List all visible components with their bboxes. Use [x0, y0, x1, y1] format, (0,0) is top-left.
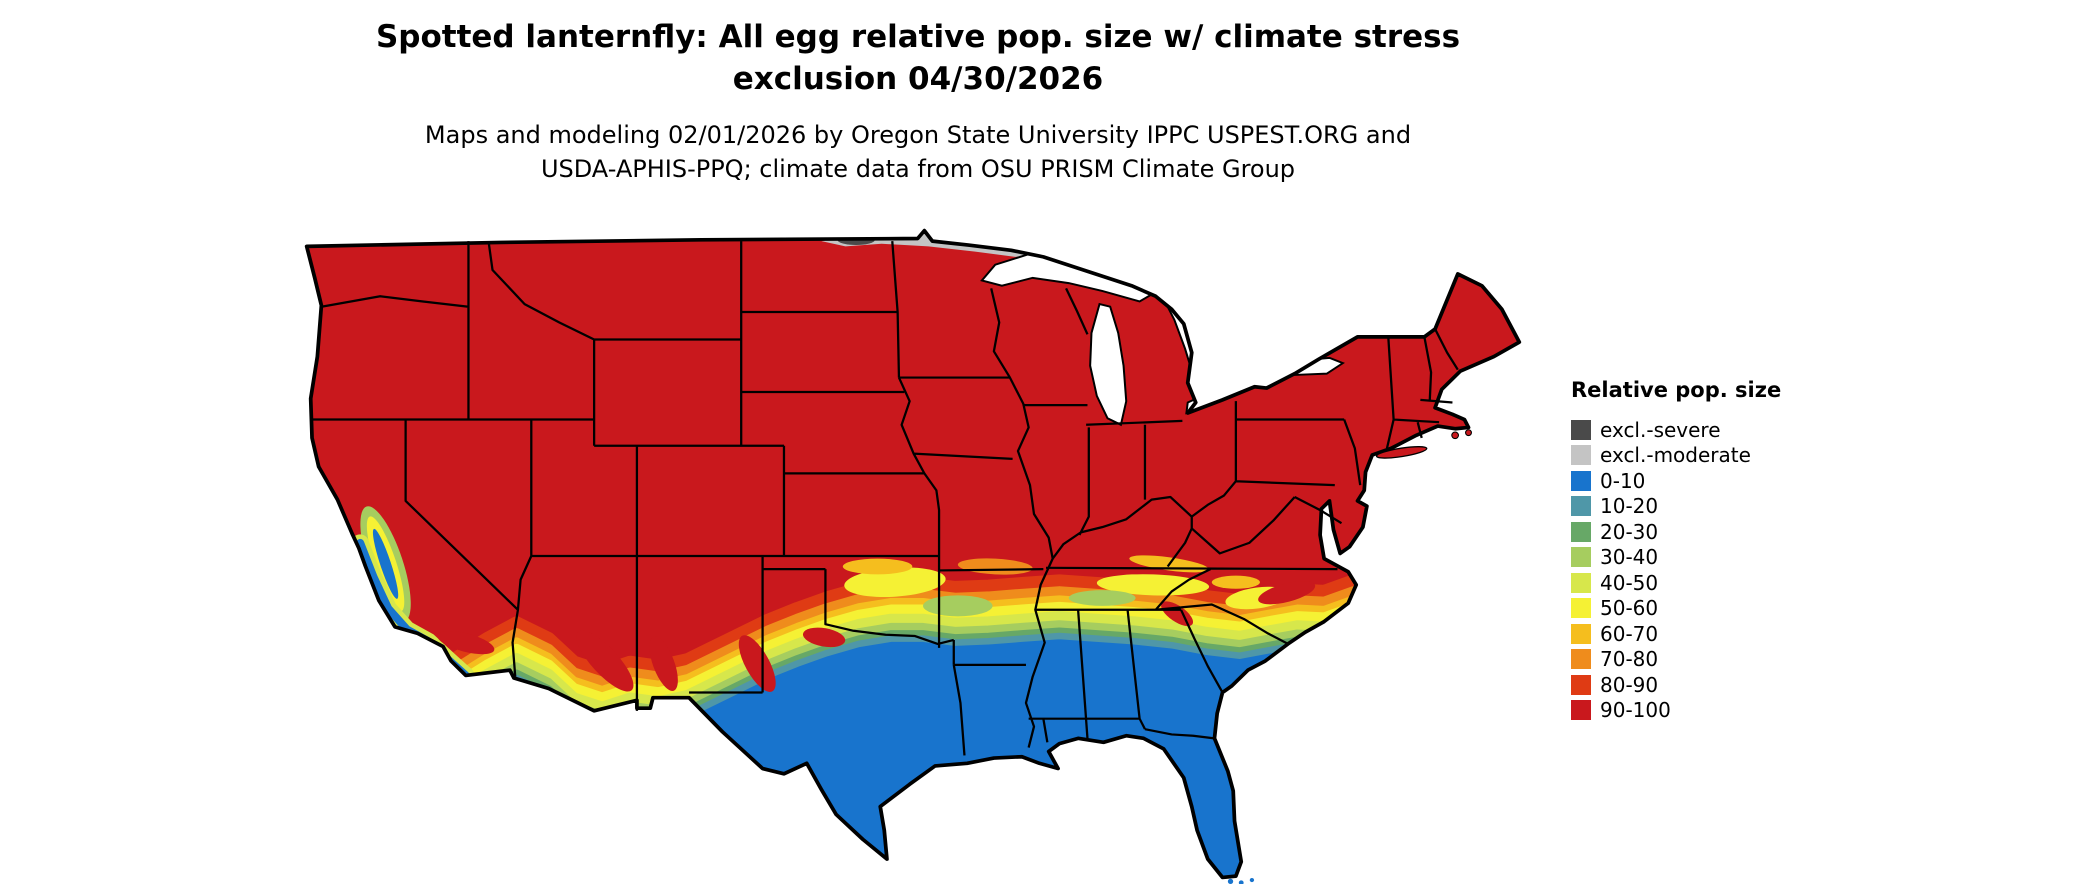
subtitle-line-2: USDA-APHIS-PPQ; climate data from OSU PR…	[540, 155, 1296, 183]
patch-arizona-highlands-red	[576, 630, 634, 692]
legend-item: 10-20	[1571, 494, 1781, 520]
legend-label: 30-40	[1600, 545, 1659, 570]
legend-item: 90-100	[1571, 698, 1781, 724]
legend-item: excl.-moderate	[1571, 443, 1781, 469]
patch-oklahoma-amber	[842, 558, 913, 575]
legend-swatch	[1571, 598, 1591, 619]
legend-label: 90-100	[1600, 698, 1671, 723]
lake-michigan	[1089, 302, 1128, 427]
legend-label: 40-50	[1600, 570, 1659, 595]
florida-keys-dot	[1238, 880, 1244, 884]
legend-label: 10-20	[1600, 494, 1659, 519]
legend-item: excl.-severe	[1571, 417, 1781, 443]
legend-swatch	[1571, 572, 1591, 593]
legend-title: Relative pop. size	[1571, 378, 1782, 402]
legend-label: 50-60	[1600, 596, 1659, 621]
legend-item: 70-80	[1571, 647, 1781, 673]
legend-item: 50-60	[1571, 596, 1781, 622]
title-line-1: Spotted lanternfly: All egg relative pop…	[375, 19, 1461, 55]
legend-label: excl.-severe	[1600, 417, 1721, 442]
legend-item: 40-50	[1571, 570, 1781, 596]
legend-label: 0-10	[1600, 468, 1646, 493]
patch-virginia-red	[1258, 581, 1316, 605]
legend: Relative pop. size excl.-severe excl.-mod…	[1571, 378, 1781, 723]
legend-swatch	[1571, 700, 1591, 721]
legend-swatch	[1571, 649, 1591, 670]
us-outline	[304, 228, 1522, 880]
legend-label: excl.-moderate	[1600, 443, 1751, 468]
patch-tennessee-yellow	[1096, 574, 1210, 596]
patch-alabama-green	[1068, 590, 1136, 606]
patch-socal-mountains-red	[437, 630, 495, 655]
legend-label: 60-70	[1600, 621, 1659, 646]
patch-texas-plateau-red	[802, 627, 846, 648]
page-title: Spotted lanternfly: All egg relative pop…	[300, 16, 1536, 100]
us-map	[300, 228, 1530, 884]
legend-swatch	[1571, 623, 1591, 644]
legend-swatch	[1571, 470, 1591, 491]
island-nantucket	[1465, 429, 1472, 437]
patch-carolina-amber	[1211, 575, 1260, 589]
legend-swatch	[1571, 445, 1591, 466]
legend-item: 60-70	[1571, 621, 1781, 647]
title-line-2: exclusion 04/30/2026	[732, 61, 1104, 97]
legend-item: 80-90	[1571, 672, 1781, 698]
patch-arkansas-green	[923, 595, 993, 617]
legend-label: 20-30	[1600, 519, 1659, 544]
patch-oklahoma-yellow	[844, 567, 946, 598]
legend-item: 30-40	[1571, 545, 1781, 571]
legend-items: excl.-severe excl.-moderate 0-10 10-20 20-30…	[1571, 417, 1781, 723]
offshore-features	[1227, 429, 1472, 884]
subtitle-line-1: Maps and modeling 02/01/2026 by Oregon S…	[424, 121, 1412, 149]
legend-label: 80-90	[1600, 672, 1659, 697]
legend-swatch	[1571, 674, 1591, 695]
patch-newmexico-red	[649, 636, 678, 691]
legend-swatch	[1571, 547, 1591, 568]
patch-westtexas-red	[738, 635, 776, 692]
florida-keys-dot	[1227, 878, 1234, 884]
us-map-svg	[304, 228, 1522, 884]
state-borders	[312, 240, 1459, 756]
legend-swatch	[1571, 496, 1591, 517]
patch-ca-valley-floor	[372, 528, 399, 599]
island-marthas-vineyard	[1451, 431, 1460, 440]
long-island	[1375, 446, 1428, 459]
legend-swatch	[1571, 521, 1591, 542]
legend-label: 70-80	[1600, 647, 1659, 672]
legend-item: 20-30	[1571, 519, 1781, 545]
legend-item: 0-10	[1571, 468, 1781, 494]
page-subtitle: Maps and modeling 02/01/2026 by Oregon S…	[300, 118, 1536, 186]
legend-swatch	[1571, 419, 1591, 440]
florida-keys-dot	[1249, 877, 1255, 883]
